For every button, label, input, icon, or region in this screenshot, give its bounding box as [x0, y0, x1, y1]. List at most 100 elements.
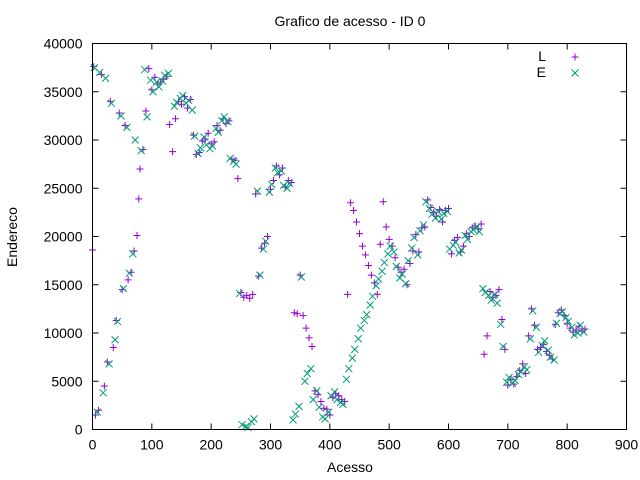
point-e — [511, 376, 519, 385]
point-l — [465, 233, 473, 240]
point-e — [366, 301, 375, 309]
point-l — [296, 271, 304, 279]
point-l — [364, 261, 372, 269]
point-l — [305, 334, 313, 342]
point-e — [238, 420, 246, 429]
point-l — [400, 265, 408, 273]
point-l — [151, 73, 159, 81]
point-e — [479, 284, 487, 293]
point-l — [323, 405, 331, 413]
point-e — [295, 402, 303, 411]
x-tick-label: 600 — [437, 437, 461, 453]
point-e — [178, 91, 187, 100]
point-e — [526, 334, 535, 343]
point-e — [404, 256, 413, 265]
legend-marker-e-glyph — [571, 69, 579, 77]
point-e — [552, 319, 561, 328]
point-l — [406, 260, 414, 268]
point-l — [344, 290, 352, 298]
legend-label-e: E — [537, 64, 546, 80]
point-l — [376, 240, 384, 248]
point-e — [461, 231, 469, 240]
point-l — [358, 242, 366, 250]
point-e — [223, 117, 232, 126]
point-e — [422, 197, 430, 206]
point-l — [421, 223, 429, 231]
point-e — [101, 74, 110, 83]
point-l — [326, 411, 334, 419]
point-e — [212, 124, 220, 133]
point-e — [562, 313, 570, 322]
point-e — [398, 270, 407, 278]
point-e — [344, 364, 353, 373]
point-e — [140, 65, 149, 74]
point-l — [172, 115, 180, 123]
point-e — [378, 267, 386, 276]
point-l — [356, 230, 363, 238]
point-e — [540, 336, 549, 345]
axis-ticks: 0 100 200 300 400 500 600 700 800 900 0 5000 10000 15… — [44, 36, 639, 453]
point-l — [397, 268, 405, 276]
point-e — [105, 360, 113, 368]
point-e — [241, 422, 250, 431]
point-l — [109, 343, 117, 351]
point-e — [380, 258, 389, 267]
x-tick-label: 500 — [377, 437, 401, 453]
point-e — [356, 324, 365, 333]
point-e — [214, 128, 223, 137]
point-e — [267, 180, 276, 189]
point-l — [272, 162, 280, 170]
point-l — [204, 129, 212, 137]
point-l — [477, 220, 485, 228]
point-l — [142, 107, 150, 115]
point-l — [353, 218, 361, 226]
point-e — [392, 262, 401, 271]
point-e — [232, 160, 240, 168]
point-l — [361, 251, 369, 259]
point-e — [568, 323, 576, 332]
point-e — [324, 408, 333, 416]
point-l — [447, 250, 455, 258]
point-e — [419, 221, 428, 229]
point-l — [100, 382, 108, 390]
point-l — [293, 310, 301, 318]
point-e — [235, 289, 244, 298]
point-e — [451, 238, 460, 247]
point-l — [412, 231, 420, 239]
point-e — [490, 290, 499, 299]
point-e — [362, 310, 371, 319]
point-e — [277, 167, 286, 175]
point-e — [354, 334, 363, 343]
y-tick-label: 5000 — [51, 373, 82, 389]
point-e — [273, 168, 282, 177]
point-e — [505, 373, 513, 382]
point-e — [158, 77, 167, 85]
y-tick-label: 40000 — [44, 36, 83, 52]
point-e — [93, 408, 102, 416]
point-e — [321, 415, 329, 423]
point-e — [416, 226, 424, 235]
point-e — [570, 331, 579, 339]
point-e — [291, 410, 300, 418]
point-e — [113, 317, 122, 326]
point-e — [579, 328, 588, 336]
point-l — [341, 398, 349, 406]
point-l — [409, 247, 417, 255]
point-e — [261, 237, 270, 246]
point-e — [155, 83, 163, 91]
point-l — [453, 233, 461, 241]
point-l — [385, 235, 393, 243]
point-e — [99, 388, 108, 397]
point-e — [457, 246, 466, 254]
point-e — [395, 274, 404, 282]
data-points — [89, 63, 589, 432]
point-l — [136, 165, 144, 173]
point-l — [545, 351, 553, 359]
point-l — [418, 224, 426, 232]
x-tick-label: 200 — [199, 437, 223, 453]
point-e — [496, 320, 505, 329]
point-e — [297, 273, 306, 281]
point-l — [261, 239, 269, 247]
point-e — [425, 204, 434, 213]
y-tick-label: 30000 — [44, 132, 83, 148]
